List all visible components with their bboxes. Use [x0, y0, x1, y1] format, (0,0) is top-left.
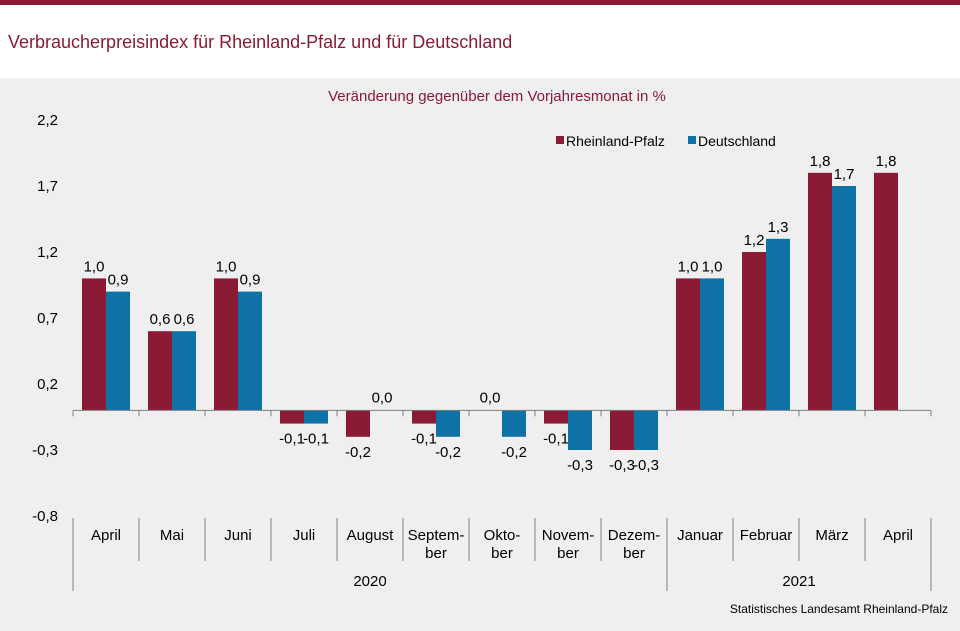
- value-label: 1,7: [834, 166, 855, 183]
- value-label: -0,2: [501, 444, 527, 461]
- value-label: -0,3: [633, 457, 659, 474]
- bar-rheinland-pfalz: [676, 278, 700, 411]
- y-tick-label: -0,3: [32, 442, 58, 459]
- x-tick-label: Dezem-ber: [608, 527, 661, 562]
- y-tick-label: -0,8: [32, 508, 58, 525]
- value-label: 1,0: [84, 258, 105, 275]
- x-tick-label: Juni: [224, 527, 252, 544]
- value-label: 1,8: [876, 153, 897, 170]
- bar-rheinland-pfalz: [148, 331, 172, 411]
- value-label: -0,1: [411, 431, 437, 448]
- value-label: 1,3: [768, 219, 789, 236]
- bar-rheinland-pfalz: [610, 410, 634, 450]
- value-label: -0,1: [303, 431, 329, 448]
- x-tick-label: August: [347, 527, 395, 544]
- value-label: 0,6: [174, 311, 195, 328]
- value-label: -0,2: [435, 444, 461, 461]
- y-tick-label: 1,2: [37, 244, 58, 261]
- bar-rheinland-pfalz: [808, 172, 832, 411]
- x-tick-label: Januar: [677, 527, 723, 544]
- bar-rheinland-pfalz: [544, 410, 568, 424]
- bar-deutschland: [700, 278, 724, 411]
- x-tick-label: Novem-ber: [542, 527, 595, 562]
- value-label: 1,0: [678, 258, 699, 275]
- bar-deutschland: [766, 238, 790, 411]
- x-tick-label: Okto-ber: [484, 527, 521, 562]
- x-tick-label: April: [91, 527, 121, 544]
- value-label: -0,1: [543, 431, 569, 448]
- bar-rheinland-pfalz: [874, 172, 898, 411]
- value-label: 0,0: [480, 389, 501, 406]
- bar-rheinland-pfalz: [742, 252, 766, 411]
- bar-deutschland: [568, 410, 592, 450]
- legend-swatch: [688, 136, 696, 144]
- value-label: 0,6: [150, 311, 171, 328]
- legend-label: Rheinland-Pfalz: [566, 133, 665, 149]
- value-label: 0,9: [108, 272, 129, 289]
- x-tick-label: Septem-ber: [408, 527, 465, 562]
- x-tick-label: Mai: [160, 527, 184, 544]
- legend: Rheinland-Pfalz Deutschland: [556, 133, 776, 149]
- x-tick-label: April: [883, 527, 913, 544]
- value-label: 1,0: [702, 258, 723, 275]
- bars: [82, 172, 898, 450]
- value-label: -0,3: [609, 457, 635, 474]
- bar-rheinland-pfalz: [214, 278, 238, 411]
- bar-deutschland: [502, 410, 526, 437]
- chart-subtitle: Veränderung gegenüber dem Vorjahresmonat…: [328, 88, 666, 105]
- value-label: 0,9: [240, 272, 261, 289]
- value-label: 1,8: [810, 153, 831, 170]
- y-tick-label: 0,7: [37, 310, 58, 327]
- y-axis: -0,8 -0,3 0,2 0,7 1,2 1,7 2,2: [32, 112, 58, 525]
- legend-swatch: [556, 136, 564, 144]
- value-label: -0,2: [345, 444, 371, 461]
- value-label: -0,3: [567, 457, 593, 474]
- value-label: 1,0: [216, 258, 237, 275]
- bar-deutschland: [238, 291, 262, 411]
- bar-deutschland: [172, 331, 196, 411]
- bar-rheinland-pfalz: [346, 410, 370, 437]
- bar-rheinland-pfalz: [280, 410, 304, 424]
- value-labels: 1,00,90,6 0,61,00,9-0,1-0,1-0,20,0-0,1-0,…: [84, 153, 897, 474]
- bar-deutschland: [106, 291, 130, 411]
- y-tick-label: 2,2: [37, 112, 58, 129]
- value-label: 1,2: [744, 232, 765, 249]
- x-axis: April Mai Juni Juli August Septem-ber Okto-ber…: [72, 409, 932, 591]
- legend-label: Deutschland: [698, 133, 776, 149]
- bar-deutschland: [304, 410, 328, 424]
- year-label: 2020: [353, 573, 386, 590]
- bar-deutschland: [832, 186, 856, 411]
- top-accent-bar: [0, 0, 960, 5]
- y-tick-label: 1,7: [37, 178, 58, 195]
- x-tick-label: März: [815, 527, 848, 544]
- value-label: -0,1: [279, 431, 305, 448]
- value-label: 0,0: [372, 389, 393, 406]
- source-note: Statistisches Landesamt Rheinland-Pfalz: [729, 602, 948, 616]
- x-tick-label: Februar: [740, 527, 793, 544]
- y-tick-label: 0,2: [37, 376, 58, 393]
- x-tick-label: Juli: [293, 527, 316, 544]
- bar-deutschland: [634, 410, 658, 450]
- bar-rheinland-pfalz: [82, 278, 106, 411]
- year-label: 2021: [782, 573, 815, 590]
- header: Verbraucherpreisindex für Rheinland-Pfal…: [0, 5, 960, 72]
- bar-deutschland: [436, 410, 460, 437]
- page-title: Verbraucherpreisindex für Rheinland-Pfal…: [8, 32, 513, 52]
- bar-rheinland-pfalz: [412, 410, 436, 424]
